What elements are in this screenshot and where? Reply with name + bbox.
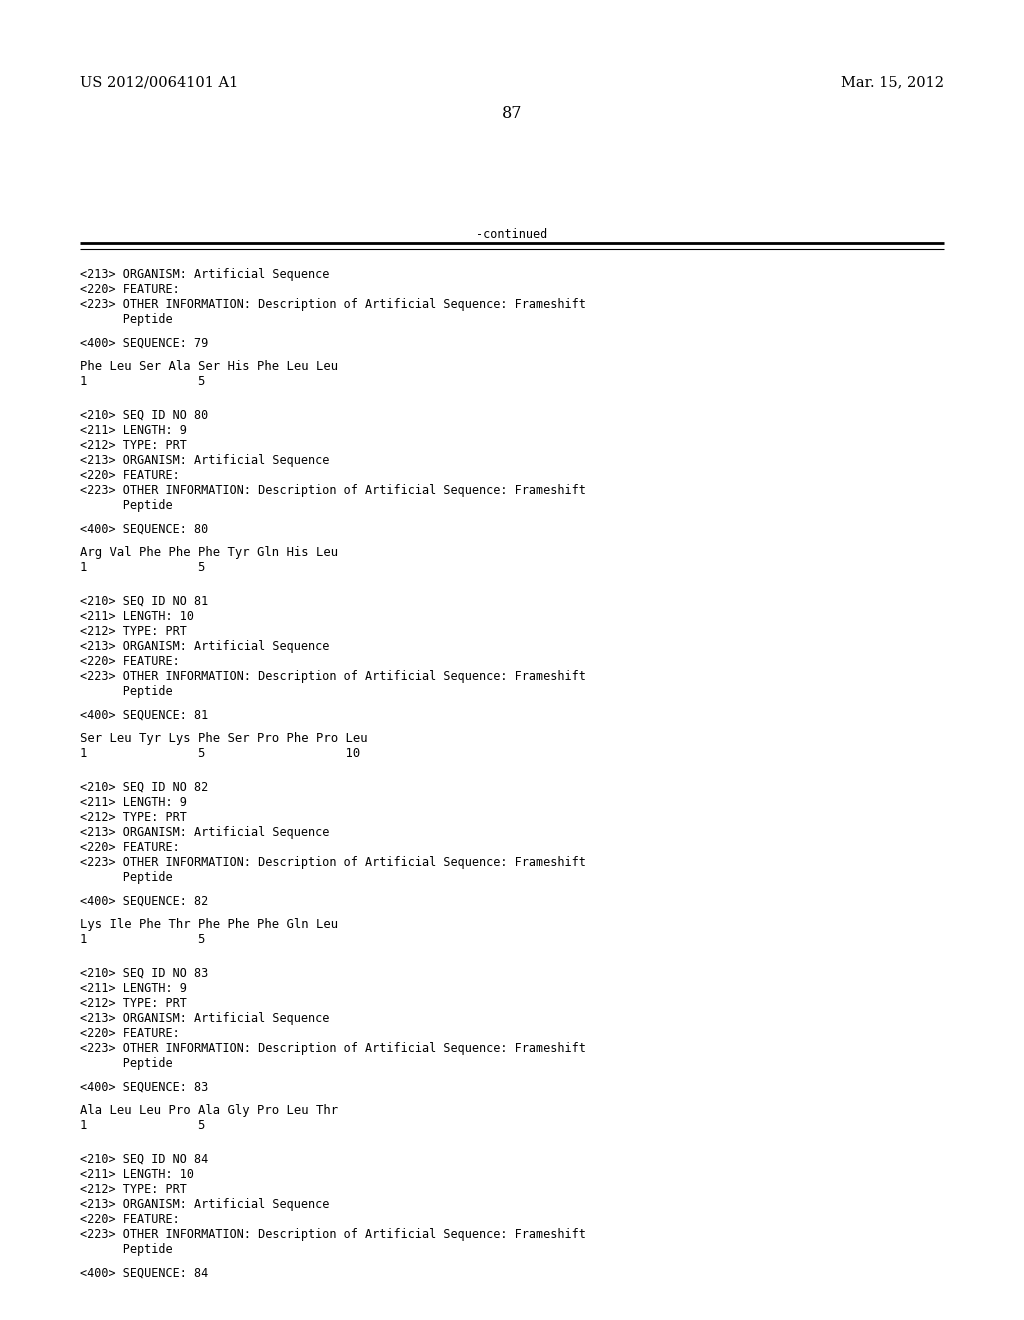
Text: Lys Ile Phe Thr Phe Phe Phe Gln Leu: Lys Ile Phe Thr Phe Phe Phe Gln Leu bbox=[80, 917, 338, 931]
Text: Ser Leu Tyr Lys Phe Ser Pro Phe Pro Leu: Ser Leu Tyr Lys Phe Ser Pro Phe Pro Leu bbox=[80, 733, 368, 744]
Text: Peptide: Peptide bbox=[80, 871, 173, 884]
Text: <213> ORGANISM: Artificial Sequence: <213> ORGANISM: Artificial Sequence bbox=[80, 1012, 330, 1026]
Text: <211> LENGTH: 10: <211> LENGTH: 10 bbox=[80, 1168, 194, 1181]
Text: <223> OTHER INFORMATION: Description of Artificial Sequence: Frameshift: <223> OTHER INFORMATION: Description of … bbox=[80, 671, 586, 682]
Text: 1               5: 1 5 bbox=[80, 1119, 206, 1133]
Text: 1               5                   10: 1 5 10 bbox=[80, 747, 360, 760]
Text: <220> FEATURE:: <220> FEATURE: bbox=[80, 469, 180, 482]
Text: Peptide: Peptide bbox=[80, 499, 173, 512]
Text: <400> SEQUENCE: 79: <400> SEQUENCE: 79 bbox=[80, 337, 208, 350]
Text: 87: 87 bbox=[502, 106, 522, 121]
Text: -continued: -continued bbox=[476, 228, 548, 242]
Text: <212> TYPE: PRT: <212> TYPE: PRT bbox=[80, 440, 186, 451]
Text: <212> TYPE: PRT: <212> TYPE: PRT bbox=[80, 1183, 186, 1196]
Text: <400> SEQUENCE: 80: <400> SEQUENCE: 80 bbox=[80, 523, 208, 536]
Text: <210> SEQ ID NO 80: <210> SEQ ID NO 80 bbox=[80, 409, 208, 422]
Text: <223> OTHER INFORMATION: Description of Artificial Sequence: Frameshift: <223> OTHER INFORMATION: Description of … bbox=[80, 1041, 586, 1055]
Text: <213> ORGANISM: Artificial Sequence: <213> ORGANISM: Artificial Sequence bbox=[80, 826, 330, 840]
Text: Peptide: Peptide bbox=[80, 313, 173, 326]
Text: <220> FEATURE:: <220> FEATURE: bbox=[80, 1213, 180, 1226]
Text: <220> FEATURE:: <220> FEATURE: bbox=[80, 1027, 180, 1040]
Text: Peptide: Peptide bbox=[80, 1243, 173, 1257]
Text: <223> OTHER INFORMATION: Description of Artificial Sequence: Frameshift: <223> OTHER INFORMATION: Description of … bbox=[80, 855, 586, 869]
Text: <211> LENGTH: 10: <211> LENGTH: 10 bbox=[80, 610, 194, 623]
Text: <210> SEQ ID NO 81: <210> SEQ ID NO 81 bbox=[80, 595, 208, 609]
Text: <400> SEQUENCE: 81: <400> SEQUENCE: 81 bbox=[80, 709, 208, 722]
Text: US 2012/0064101 A1: US 2012/0064101 A1 bbox=[80, 75, 239, 88]
Text: <212> TYPE: PRT: <212> TYPE: PRT bbox=[80, 810, 186, 824]
Text: Peptide: Peptide bbox=[80, 685, 173, 698]
Text: <213> ORGANISM: Artificial Sequence: <213> ORGANISM: Artificial Sequence bbox=[80, 454, 330, 467]
Text: <400> SEQUENCE: 83: <400> SEQUENCE: 83 bbox=[80, 1081, 208, 1094]
Text: 1               5: 1 5 bbox=[80, 561, 206, 574]
Text: <220> FEATURE:: <220> FEATURE: bbox=[80, 841, 180, 854]
Text: <210> SEQ ID NO 83: <210> SEQ ID NO 83 bbox=[80, 968, 208, 979]
Text: <211> LENGTH: 9: <211> LENGTH: 9 bbox=[80, 982, 186, 995]
Text: <220> FEATURE:: <220> FEATURE: bbox=[80, 282, 180, 296]
Text: Phe Leu Ser Ala Ser His Phe Leu Leu: Phe Leu Ser Ala Ser His Phe Leu Leu bbox=[80, 360, 338, 374]
Text: <223> OTHER INFORMATION: Description of Artificial Sequence: Frameshift: <223> OTHER INFORMATION: Description of … bbox=[80, 1228, 586, 1241]
Text: <210> SEQ ID NO 84: <210> SEQ ID NO 84 bbox=[80, 1152, 208, 1166]
Text: Mar. 15, 2012: Mar. 15, 2012 bbox=[841, 75, 944, 88]
Text: Peptide: Peptide bbox=[80, 1057, 173, 1071]
Text: <213> ORGANISM: Artificial Sequence: <213> ORGANISM: Artificial Sequence bbox=[80, 1199, 330, 1210]
Text: <210> SEQ ID NO 82: <210> SEQ ID NO 82 bbox=[80, 781, 208, 795]
Text: <213> ORGANISM: Artificial Sequence: <213> ORGANISM: Artificial Sequence bbox=[80, 640, 330, 653]
Text: <220> FEATURE:: <220> FEATURE: bbox=[80, 655, 180, 668]
Text: <213> ORGANISM: Artificial Sequence: <213> ORGANISM: Artificial Sequence bbox=[80, 268, 330, 281]
Text: <211> LENGTH: 9: <211> LENGTH: 9 bbox=[80, 796, 186, 809]
Text: <212> TYPE: PRT: <212> TYPE: PRT bbox=[80, 997, 186, 1010]
Text: <400> SEQUENCE: 82: <400> SEQUENCE: 82 bbox=[80, 895, 208, 908]
Text: <223> OTHER INFORMATION: Description of Artificial Sequence: Frameshift: <223> OTHER INFORMATION: Description of … bbox=[80, 484, 586, 498]
Text: <211> LENGTH: 9: <211> LENGTH: 9 bbox=[80, 424, 186, 437]
Text: Arg Val Phe Phe Phe Tyr Gln His Leu: Arg Val Phe Phe Phe Tyr Gln His Leu bbox=[80, 546, 338, 558]
Text: Ala Leu Leu Pro Ala Gly Pro Leu Thr: Ala Leu Leu Pro Ala Gly Pro Leu Thr bbox=[80, 1104, 338, 1117]
Text: <400> SEQUENCE: 84: <400> SEQUENCE: 84 bbox=[80, 1267, 208, 1280]
Text: 1               5: 1 5 bbox=[80, 933, 206, 946]
Text: <212> TYPE: PRT: <212> TYPE: PRT bbox=[80, 624, 186, 638]
Text: 1               5: 1 5 bbox=[80, 375, 206, 388]
Text: <223> OTHER INFORMATION: Description of Artificial Sequence: Frameshift: <223> OTHER INFORMATION: Description of … bbox=[80, 298, 586, 312]
